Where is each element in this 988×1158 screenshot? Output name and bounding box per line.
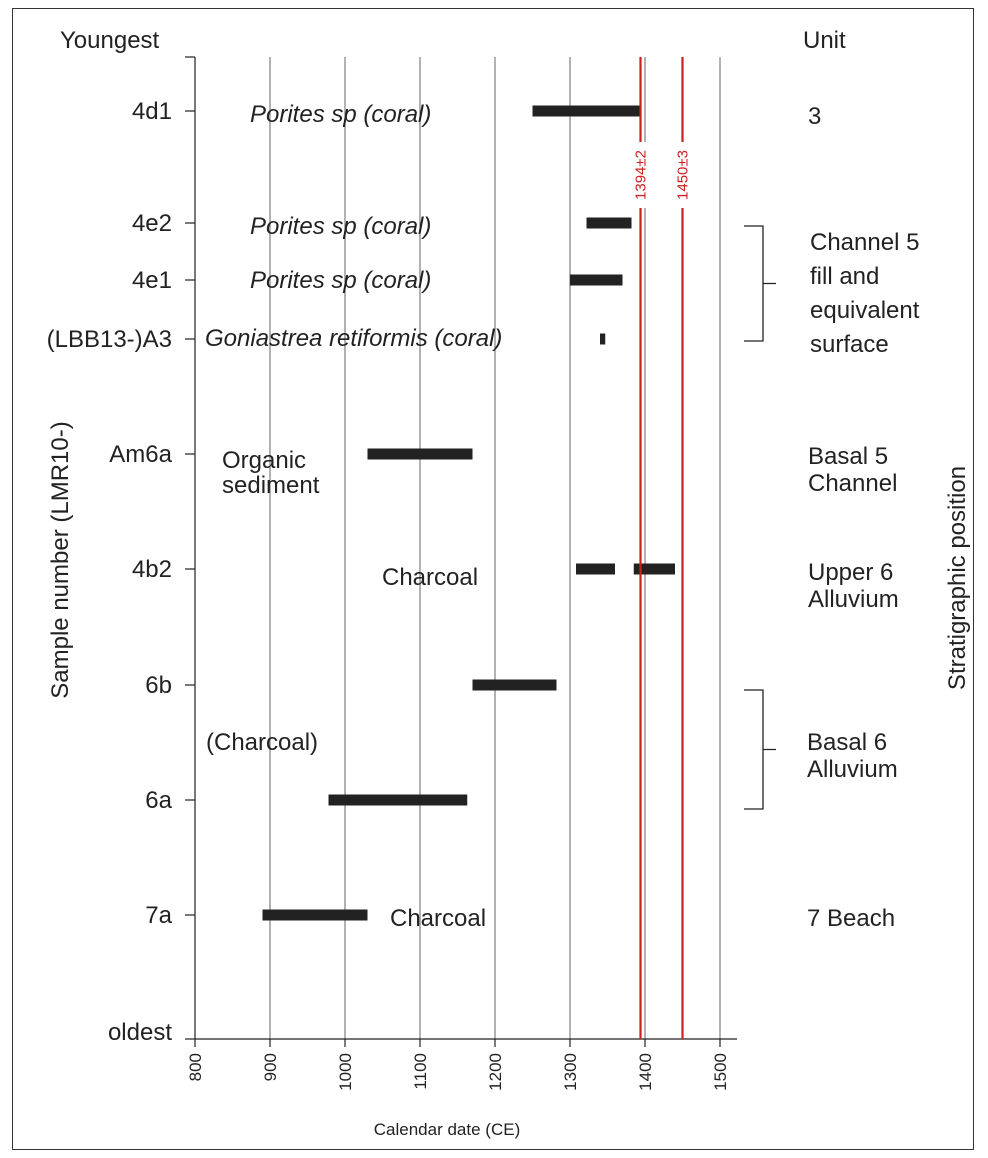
sample-label-2: 4e1	[132, 267, 172, 294]
material-line: Organic	[222, 447, 306, 474]
range-bar-4b2-0	[576, 563, 615, 575]
unit-line: equivalent	[810, 297, 920, 324]
unit-bracket-1	[744, 225, 776, 342]
x-tick-label-800: 800	[186, 1053, 205, 1081]
sample-label-1: 4e2	[132, 210, 172, 237]
material-label-8: Charcoal	[390, 905, 486, 932]
reference-label-bg-1394	[631, 142, 650, 208]
range-bar-4b2-1	[633, 563, 675, 575]
range-bar-6b-0	[472, 679, 557, 691]
unit-line: Basal 5	[808, 443, 888, 470]
unit-line: Channel	[808, 470, 897, 497]
x-axis-title: Calendar date (CE)	[374, 1120, 520, 1139]
sample-label-6: 6b	[145, 672, 172, 699]
unit-label-3: Upper 6 Alluvium	[808, 559, 899, 613]
x-tick-label-1100: 1100	[411, 1053, 430, 1090]
sample-label-3: (LBB13-)A3	[47, 326, 172, 353]
range-bar-4e2-0	[586, 217, 632, 229]
reference-label-1450: 1450±3	[675, 150, 692, 200]
text-layer: Youngest oldest Unit Calendar date (CE) …	[47, 27, 971, 1139]
material-line: Porites sp (coral)	[250, 267, 431, 294]
unit-bracket-4	[744, 689, 776, 810]
sample-label-7: 6a	[145, 787, 172, 814]
material-label-5: Charcoal	[382, 564, 478, 591]
material-line: Charcoal	[382, 564, 478, 591]
x-tick-label-1200: 1200	[486, 1053, 505, 1091]
oldest-label: oldest	[108, 1019, 172, 1046]
unit-line: Alluvium	[808, 586, 899, 613]
unit-label-1: Channel 5 fill and equivalent surface	[810, 229, 920, 358]
range-bar-4e1-0	[570, 274, 623, 286]
group-material-label: (Charcoal)	[206, 729, 318, 756]
unit-line: Basal 6	[807, 729, 887, 756]
x-tick-label-1500: 1500	[711, 1053, 730, 1091]
sample-label-0: 4d1	[132, 98, 172, 125]
sample-label-4: Am6a	[109, 441, 172, 468]
range-bar-6a-0	[328, 794, 468, 806]
sample-label-5: 4b2	[132, 556, 172, 583]
unit-line: 3	[808, 103, 821, 130]
unit-label-0: 3	[808, 103, 821, 130]
unit-line: 7 Beach	[807, 905, 895, 932]
y-axis-title: Sample number (LMR10-)	[47, 421, 74, 698]
material-label-3: Goniastrea retiformis (coral)	[205, 325, 502, 352]
material-line: Porites sp (coral)	[250, 213, 431, 240]
unit-line: Channel 5	[810, 229, 919, 256]
material-label-1: Porites sp (coral)	[250, 213, 431, 240]
reference-label-bg-1450	[673, 142, 692, 208]
range-bar-Am6a-0	[367, 448, 473, 460]
unit-line: surface	[810, 331, 889, 358]
unit-label-2: Basal 5 Channel	[808, 443, 897, 497]
grid-layer	[269, 57, 721, 1039]
material-line: Goniastrea retiformis (coral)	[205, 325, 502, 352]
right-axis-title: Stratigraphic position	[944, 466, 971, 690]
reference-label-1394: 1394±2	[633, 150, 650, 200]
figure-frame	[12, 8, 974, 1150]
unit-label-4: Basal 6 Alluvium	[807, 729, 898, 783]
material-line: sediment	[222, 472, 320, 499]
unit-line: fill and	[810, 263, 879, 290]
youngest-label: Youngest	[60, 27, 160, 54]
x-tick-label-1000: 1000	[336, 1053, 355, 1091]
unit-line: Upper 6	[808, 559, 893, 586]
range-bar-7a-0	[262, 909, 368, 921]
bar-layer	[262, 105, 675, 921]
unit-header: Unit	[803, 27, 846, 54]
material-label-4: Organic sediment	[222, 447, 320, 499]
material-line: Charcoal	[390, 905, 486, 932]
range-bar-(LBB13-)A3-0	[600, 333, 606, 345]
x-tick-label-1400: 1400	[636, 1053, 655, 1091]
x-tick-label-1300: 1300	[561, 1053, 580, 1091]
reference-line-layer: 1394±2 1450±3	[631, 57, 692, 1039]
material-label-2: Porites sp (coral)	[250, 267, 431, 294]
material-line: Porites sp (coral)	[250, 101, 431, 128]
axis-layer	[185, 56, 737, 1047]
material-label-0: Porites sp (coral)	[250, 101, 431, 128]
range-bar-4d1-0	[532, 105, 642, 117]
sample-label-8: 7a	[145, 902, 172, 929]
unit-label-5: 7 Beach	[807, 905, 895, 932]
unit-line: Alluvium	[807, 756, 898, 783]
x-tick-label-900: 900	[261, 1053, 280, 1081]
